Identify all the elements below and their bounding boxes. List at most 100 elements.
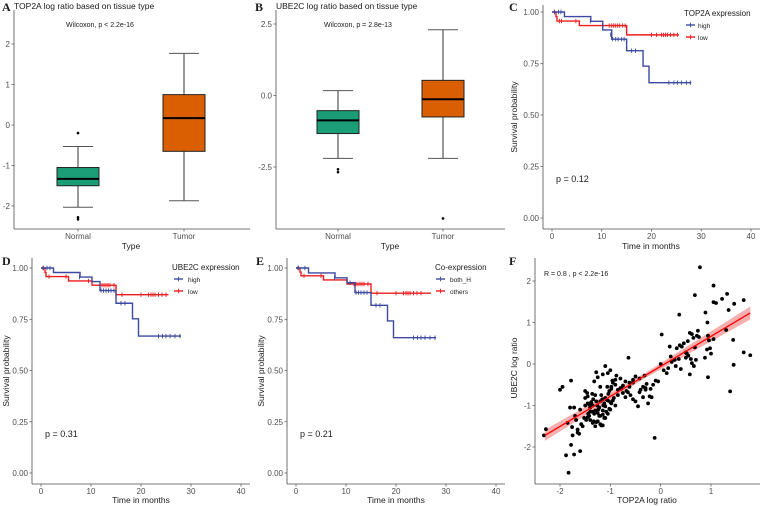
scatter-point xyxy=(652,435,657,440)
scatter-point xyxy=(618,386,623,390)
scatter-point xyxy=(691,364,696,368)
x-tick-label: 0 xyxy=(39,487,44,496)
scatter-point xyxy=(595,375,600,380)
scatter-point xyxy=(621,391,625,395)
p-value: p = 0.12 xyxy=(556,174,589,184)
scatter-point xyxy=(725,291,730,296)
scatter-point xyxy=(607,406,612,411)
y-tick-label: -2.5 xyxy=(258,163,272,172)
plot-marks: -2.5 0.0 2.5 Normal Tumor xyxy=(258,10,505,241)
x-axis-label: Time in months xyxy=(622,241,680,251)
scatter-point xyxy=(728,389,733,394)
scatter-point xyxy=(594,370,599,375)
scatter-point xyxy=(631,397,635,402)
scatter-point xyxy=(599,393,604,398)
scatter-point xyxy=(653,378,658,383)
scatter-point xyxy=(585,394,590,399)
outlier-point xyxy=(336,170,340,174)
scatter-point xyxy=(695,333,699,338)
scatter-point xyxy=(661,368,666,373)
scatter-point xyxy=(698,265,702,270)
plot-marks: -2 -1 0 1 2 Normal Tumor xyxy=(3,10,250,241)
scatter-point xyxy=(636,404,640,409)
scatter-point xyxy=(572,405,576,410)
box-normal xyxy=(56,167,100,187)
plot-marks: -2 -1 0 1 2 -2 -1 0 1 xyxy=(524,258,760,496)
y-tick-label: 0.50 xyxy=(267,367,283,376)
scatter-point xyxy=(578,407,583,412)
scatter-point xyxy=(633,399,638,404)
scatter-point xyxy=(583,403,588,408)
scatter-point xyxy=(681,341,686,346)
scatter-point xyxy=(589,400,594,405)
scatter-point xyxy=(643,386,648,390)
survival-curve-low xyxy=(552,11,679,36)
scatter-point xyxy=(568,405,572,410)
scatter-point xyxy=(677,312,682,317)
scatter-point xyxy=(594,399,599,404)
scatter-point xyxy=(600,412,605,417)
scatter-point xyxy=(711,337,716,341)
scatter-point xyxy=(708,346,712,351)
plot-marks: 0.00 0.25 0.50 0.75 1.00 0 10 20 30 40 xyxy=(523,5,760,241)
scatter-point xyxy=(605,371,610,376)
scatter-point xyxy=(637,390,642,395)
scatter-point xyxy=(592,379,597,384)
scatter-point xyxy=(591,397,596,402)
y-tick-label: -1 xyxy=(3,162,11,171)
scatter-point xyxy=(748,353,753,358)
scatter-point xyxy=(621,383,625,388)
scatter-point xyxy=(602,416,607,420)
panel-label: B xyxy=(255,0,263,14)
scatter-point xyxy=(731,362,736,367)
scatter-point xyxy=(569,378,573,383)
legend-title: TOP2A expression xyxy=(684,9,751,18)
scatter-point xyxy=(732,301,737,306)
scatter-point xyxy=(593,424,598,429)
y-tick-label: -2 xyxy=(3,202,11,211)
outlier-point xyxy=(336,167,340,171)
panel-label: E xyxy=(256,254,264,268)
scatter-point xyxy=(596,407,601,412)
scatter-point xyxy=(613,377,618,382)
x-tick-label: 40 xyxy=(747,232,756,241)
y-tick-label: 1 xyxy=(6,81,11,90)
x-tick-label: 30 xyxy=(187,487,196,496)
scatter-point xyxy=(605,384,610,389)
scatter-point xyxy=(583,389,588,393)
scatter-point xyxy=(604,409,609,414)
y-tick-label: 0 xyxy=(6,121,11,130)
scatter-point xyxy=(593,393,598,398)
scatter-point xyxy=(685,339,690,344)
stat-annotation: Wilcoxon, p = 2.8e-13 xyxy=(324,22,392,29)
scatter-point xyxy=(664,371,669,376)
scatter-point xyxy=(720,296,724,301)
scatter-point xyxy=(594,420,599,424)
legend-label: others xyxy=(450,289,469,296)
y-tick-label: 1 xyxy=(527,319,532,328)
legend-title: UBE2C expression xyxy=(172,263,240,272)
y-tick-label: 0.75 xyxy=(12,315,28,324)
scatter-point xyxy=(585,415,590,420)
y-tick-label: 0.25 xyxy=(523,163,539,172)
y-tick-label: 2.5 xyxy=(261,20,273,29)
scatter-point xyxy=(603,364,608,368)
x-tick-label: 0 xyxy=(294,487,299,496)
scatter-point xyxy=(668,354,673,359)
x-axis-label: Time in months xyxy=(367,495,425,505)
scatter-point xyxy=(696,328,700,333)
scatter-point xyxy=(608,400,613,405)
scatter-point xyxy=(597,413,602,418)
scatter-point xyxy=(575,430,580,435)
chart-title: UBE2C log ratio based on tissue type xyxy=(276,1,418,11)
scatter-point xyxy=(558,387,562,392)
p-value: p = 0.31 xyxy=(45,429,78,439)
scatter-point xyxy=(570,433,575,438)
chart-title: TOP2A log ratio based on tissue type xyxy=(14,1,154,11)
scatter-point xyxy=(582,416,587,420)
scatter-point xyxy=(677,343,682,348)
scatter-point xyxy=(703,310,708,315)
y-axis-label: Survival probability xyxy=(1,335,11,407)
plot-marks: 0.00 0.25 0.50 0.75 1.00 0 10 20 30 40 xyxy=(12,258,250,496)
x-tick-label: Tumor xyxy=(432,232,455,241)
